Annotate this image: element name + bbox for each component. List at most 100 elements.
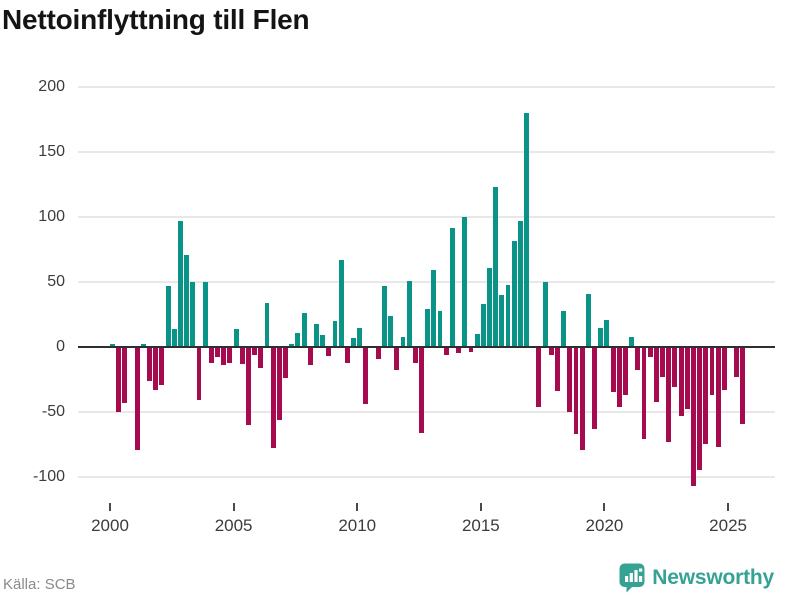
newsworthy-wordmark: Newsworthy [652,566,774,589]
y-tick-label--50: -50 [41,402,65,420]
bar-2016Q2 [511,240,517,347]
bar-2008Q3 [320,335,326,347]
bar-2019Q2 [585,293,591,347]
bar-2005Q4 [252,347,258,355]
x-tick-2020 [603,503,606,511]
y-tick-label-100: 100 [38,208,65,226]
bar-2022Q1 [653,347,659,402]
bar-2018Q3 [567,347,573,412]
bar-2001Q4 [153,347,159,390]
bar-2018Q4 [573,347,579,434]
gridline--100 [78,475,775,478]
newsworthy-brand[interactable]: Newsworthy [619,563,774,593]
bar-2001Q2 [140,344,146,347]
x-tick-label-2020: 2020 [585,516,624,535]
gridline-50 [78,281,775,284]
bar-2005Q1 [233,328,239,347]
x-tick-2010 [356,503,359,511]
bar-2001Q1 [134,347,140,450]
bar-2022Q4 [672,347,678,388]
gridline-100 [78,216,775,219]
bar-2004Q3 [221,347,227,366]
bar-2015Q1 [480,304,486,347]
y-tick-label-150: 150 [38,143,65,161]
bar-2021Q2 [635,347,641,371]
bar-2011Q2 [388,315,394,347]
bar-2004Q1 [208,347,214,363]
bar-2013Q3 [443,347,449,355]
bar-2002Q4 [177,221,183,347]
bar-2020Q4 [623,347,628,396]
bar-2000Q2 [116,347,122,412]
bar-2018Q2 [561,310,567,347]
bar-2014Q4 [474,334,480,347]
bar-2024Q1 [703,347,709,445]
bar-2023Q1 [678,347,684,416]
bar-2008Q1 [307,347,313,366]
bar-2007Q2 [289,344,295,347]
bar-2011Q4 [400,336,406,347]
bar-2015Q4 [499,295,505,347]
source-note: Källa: SCB [3,576,76,593]
bar-2017Q3 [542,282,548,347]
bar-2016Q3 [517,221,523,347]
x-tick-2005 [232,503,235,511]
bar-2012Q4 [425,309,431,347]
bar-2009Q3 [344,347,350,363]
bar-2001Q3 [147,347,152,381]
chart-title: Nettoinflyttning till Flen [2,4,310,35]
bar-2017Q4 [548,347,554,355]
bar-2016Q1 [505,284,511,347]
bar-2017Q2 [536,347,542,407]
bar-2022Q3 [666,347,672,442]
bar-2007Q4 [301,313,307,347]
bar-2020Q3 [616,347,622,407]
bar-2011Q1 [381,285,387,347]
bar-2014Q1 [456,347,462,354]
bar-2012Q3 [419,347,424,433]
bar-2003Q1 [184,254,190,347]
bar-2003Q4 [202,282,208,347]
bar-2006Q2 [264,302,270,347]
bar-2006Q4 [276,347,282,420]
bar-2012Q1 [406,280,412,347]
x-tick-label-2025: 2025 [709,516,747,535]
bar-2008Q2 [313,323,319,347]
x-tick-label-2000: 2000 [91,516,129,535]
y-tick-label--100: -100 [32,467,65,485]
y-tick-label-50: 50 [47,273,65,291]
bar-2003Q3 [196,347,202,401]
bar-2023Q3 [691,347,696,486]
bar-2021Q1 [629,336,635,347]
bar-2019Q4 [598,327,604,347]
bar-2011Q3 [394,347,400,371]
bar-2020Q1 [604,319,610,347]
y-tick-label-200: 200 [38,78,65,96]
gridline-200 [78,86,775,89]
bar-2025Q3 [740,347,746,424]
bar-2003Q2 [190,282,196,347]
bar-2014Q3 [468,347,474,353]
bar-2025Q2 [734,347,740,377]
bar-2016Q4 [524,113,530,347]
bar-2012Q2 [412,347,418,363]
bar-2024Q2 [709,347,715,396]
bar-2014Q2 [462,217,468,347]
bar-2009Q1 [332,321,338,347]
bar-2013Q4 [449,227,455,347]
bar-2010Q2 [363,347,369,405]
bar-2010Q1 [357,327,363,347]
bar-2023Q2 [684,347,690,410]
bar-2005Q2 [239,347,245,364]
bar-2005Q3 [245,347,251,425]
bar-2006Q1 [258,347,264,368]
x-tick-label-2015: 2015 [461,516,500,535]
y-tick-label-0: 0 [56,338,65,355]
bar-2021Q3 [641,347,647,440]
bar-2004Q4 [227,347,233,363]
bar-2009Q4 [351,337,356,347]
bar-2000Q3 [122,347,128,403]
bar-2019Q3 [592,347,597,429]
bar-2015Q2 [487,267,492,347]
bar-2013Q1 [431,270,437,347]
